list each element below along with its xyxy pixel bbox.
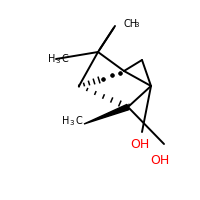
Text: 3: 3 xyxy=(135,22,139,28)
Text: OH: OH xyxy=(150,154,170,168)
Text: 3: 3 xyxy=(56,58,60,64)
Text: H: H xyxy=(48,54,55,64)
Text: OH: OH xyxy=(130,138,150,152)
Text: 3: 3 xyxy=(70,120,74,126)
Text: H: H xyxy=(62,116,69,126)
Text: C: C xyxy=(62,54,68,64)
Text: CH: CH xyxy=(124,19,138,29)
Polygon shape xyxy=(84,104,129,124)
Text: C: C xyxy=(75,116,82,126)
